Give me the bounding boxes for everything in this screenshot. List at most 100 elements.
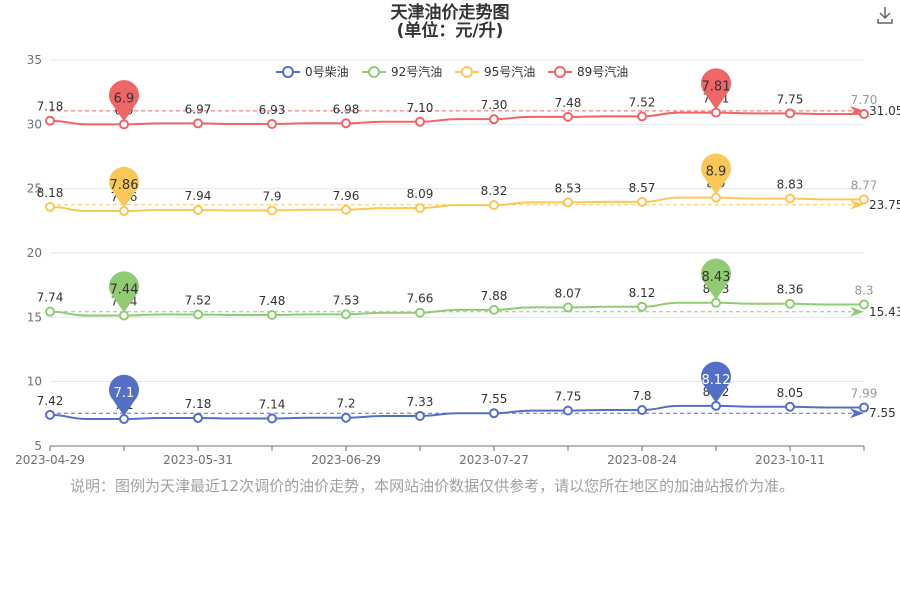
line-chart: 5 10 15 20 25 30 35 2023-04-29 2023-05-31 2023-06…: [15, 53, 900, 467]
data-label: 6.97: [185, 102, 212, 116]
data-label: 7.55: [481, 392, 508, 406]
y-tick-label: 35: [27, 53, 42, 67]
max-pin-label: 7.81: [702, 80, 731, 95]
min-pin: [108, 374, 139, 416]
average-arrow: [850, 408, 864, 419]
data-label: 7.75: [777, 92, 804, 106]
data-point: [119, 310, 129, 321]
data-point: [341, 309, 351, 320]
data-point: [711, 297, 721, 308]
min-pin: [108, 166, 139, 209]
series-line: [49, 301, 864, 317]
chart-title: 天津油价走势图 (单位：元/升): [0, 4, 900, 40]
data-point: [711, 400, 721, 411]
data-point: [859, 109, 869, 120]
data-point: [563, 111, 573, 122]
max-pin-label: 8.43: [702, 270, 731, 285]
x-tick-label: 2023-07-27: [459, 453, 529, 467]
min-pin-label: 6.9: [114, 91, 135, 106]
data-label: 7.30: [481, 98, 508, 112]
data-label: 7.9: [262, 190, 281, 204]
average-label: 31.05: [869, 104, 900, 118]
data-label: 6.98: [333, 102, 360, 116]
x-tick-label: 2023-08-24: [607, 453, 677, 467]
data-label: 7.70: [851, 93, 878, 107]
data-point: [267, 205, 277, 216]
data-point: [193, 412, 203, 423]
data-point: [415, 203, 425, 214]
data-label: 7.14: [259, 397, 286, 411]
data-label: 7.42: [37, 394, 64, 408]
data-label: 8.3: [854, 283, 873, 297]
y-tick-label: 10: [27, 375, 42, 389]
data-label: 8.05: [777, 386, 804, 400]
average-label: 23.75: [869, 198, 900, 212]
series-line: [49, 111, 864, 126]
data-point: [45, 306, 55, 317]
data-point: [859, 299, 869, 310]
data-label: 7.48: [555, 96, 582, 110]
data-point: [489, 114, 499, 125]
min-pin: [108, 80, 139, 122]
legend-label: 92号汽油: [391, 64, 442, 79]
data-label: 7.88: [481, 289, 508, 303]
data-label: 8.36: [777, 283, 804, 297]
data-point: [341, 118, 351, 129]
data-label: 8.83: [777, 178, 804, 192]
data-label: 8.32: [481, 184, 508, 198]
data-point: [859, 194, 869, 205]
data-point: [489, 408, 499, 419]
average-arrow: [850, 306, 864, 317]
max-pin: [701, 68, 732, 110]
data-point: [415, 307, 425, 318]
max-pin-label: 8.12: [702, 373, 731, 388]
data-label: 7.53: [333, 293, 360, 307]
download-icon[interactable]: [874, 4, 896, 26]
average-label: 7.55: [869, 406, 896, 420]
legend-marker: [368, 66, 380, 78]
data-point: [341, 412, 351, 423]
data-label: 7.66: [407, 292, 434, 306]
chart-title-main: 天津油价走势图: [390, 3, 510, 23]
average-label: 15.43: [869, 305, 900, 319]
data-label: 7.48: [259, 294, 286, 308]
data-point: [637, 404, 647, 415]
data-point: [785, 401, 795, 412]
series-line: [49, 404, 864, 420]
data-label: 7.94: [185, 189, 212, 203]
legend-marker: [461, 66, 473, 78]
data-point: [267, 310, 277, 321]
data-point: [119, 206, 129, 217]
y-tick-label: 5: [34, 439, 42, 453]
data-label: 8.12: [629, 286, 656, 300]
data-point: [637, 111, 647, 122]
data-label: 7.99: [851, 387, 878, 401]
legend-label: 95号汽油: [484, 64, 535, 79]
data-label: 7.52: [629, 95, 656, 109]
data-label: 7.2: [336, 397, 355, 411]
min-pin-label: 7.1: [114, 386, 135, 401]
data-point: [45, 115, 55, 126]
x-tick-label: 2023-05-31: [163, 453, 233, 467]
data-point: [785, 108, 795, 119]
legend-marker: [554, 66, 566, 78]
data-point: [119, 413, 129, 424]
data-label: 7.10: [407, 101, 434, 115]
data-label: 8.07: [555, 286, 582, 300]
data-label: 8.57: [629, 181, 656, 195]
data-label: 7.8: [632, 389, 651, 403]
data-point: [193, 309, 203, 320]
data-label: 8.77: [851, 178, 878, 192]
max-pin-label: 8.9: [706, 165, 727, 180]
data-label: 7.18: [185, 397, 212, 411]
y-tick-label: 30: [27, 117, 42, 131]
data-point: [45, 409, 55, 420]
data-label: 7.52: [185, 294, 212, 308]
data-label: 8.18: [37, 186, 64, 200]
data-point: [45, 201, 55, 212]
data-label: 7.75: [555, 390, 582, 404]
x-tick-label: 2023-06-29: [311, 453, 381, 467]
legend-label: 0号柴油: [305, 65, 349, 79]
data-point: [267, 413, 277, 424]
data-point: [711, 107, 721, 118]
